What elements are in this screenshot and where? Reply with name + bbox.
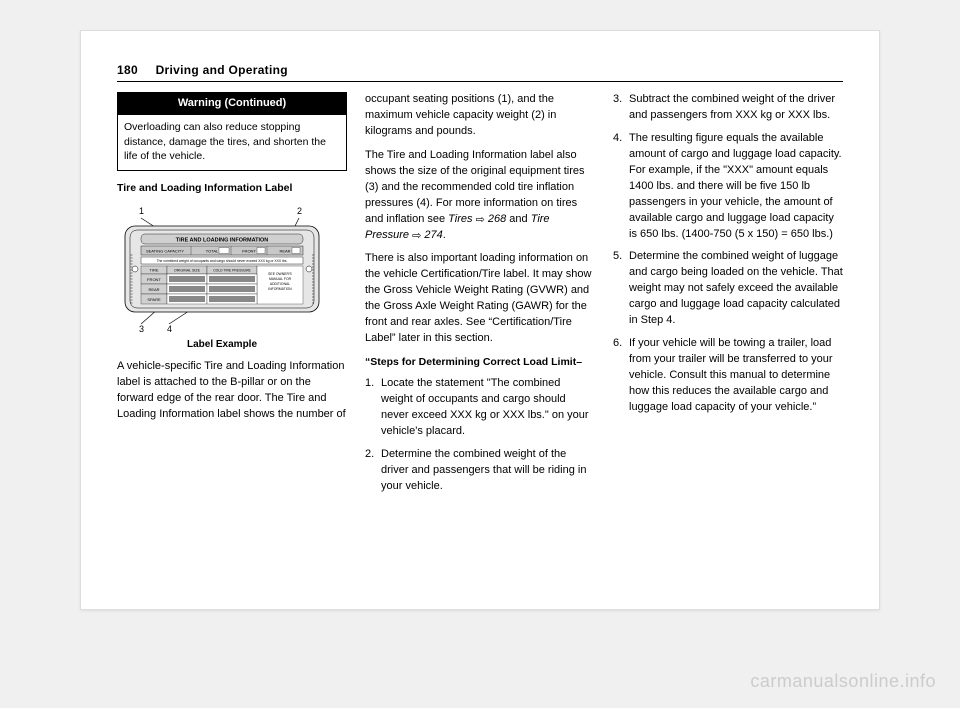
callout-2: 2 bbox=[297, 206, 302, 216]
ref-icon: ⇨ bbox=[476, 213, 485, 229]
fig-title: TIRE AND LOADING INFORMATION bbox=[176, 238, 269, 244]
content-columns: Warning (Continued) Overloading can also… bbox=[117, 92, 843, 502]
step-2: Determine the combined weight of the dri… bbox=[365, 447, 595, 495]
svg-text:REAR: REAR bbox=[148, 287, 159, 292]
tire-label-figure: 1 2 3 4 XXXXXXXXXXXXXXXXX XX bbox=[117, 204, 327, 353]
col2-para3: There is also important loading informat… bbox=[365, 251, 595, 347]
svg-text:COLD TIRE PRESSURE: COLD TIRE PRESSURE bbox=[213, 269, 251, 273]
page-header: 180 Driving and Operating bbox=[117, 61, 843, 82]
tires-ref: Tires bbox=[448, 213, 472, 225]
steps-heading: “Steps for Determining Correct Load Limi… bbox=[365, 355, 595, 370]
manual-page: 180 Driving and Operating Warning (Conti… bbox=[80, 30, 880, 610]
step-5: Determine the combined weight of luggage… bbox=[613, 249, 843, 329]
figure-caption: Label Example bbox=[117, 338, 327, 353]
svg-text:XXXXXXXXXXXXXXXXX: XXXXXXXXXXXXXXXXX bbox=[130, 253, 134, 304]
steps-list-b: Subtract the combined weight of the driv… bbox=[613, 92, 843, 416]
svg-text:FRONT: FRONT bbox=[242, 249, 256, 254]
warning-title: Warning (Continued) bbox=[118, 93, 346, 115]
col2-para2: The Tire and Loading Information label a… bbox=[365, 148, 595, 244]
step-3: Subtract the combined weight of the driv… bbox=[613, 92, 843, 124]
tire-label-svg: 1 2 3 4 XXXXXXXXXXXXXXXXX XX bbox=[117, 204, 327, 334]
ref-icon: ⇨ bbox=[412, 229, 421, 245]
column-2: occupant seating positions (1), and the … bbox=[365, 92, 595, 502]
steps-list-a: Locate the statement "The combined weigh… bbox=[365, 376, 595, 495]
svg-text:The combined weight of occupan: The combined weight of occupants and car… bbox=[157, 259, 288, 263]
column-1: Warning (Continued) Overloading can also… bbox=[117, 92, 347, 502]
callout-3: 3 bbox=[139, 324, 144, 334]
svg-text:TOTAL: TOTAL bbox=[206, 249, 219, 254]
svg-text:ORIGINAL SIZE: ORIGINAL SIZE bbox=[174, 269, 201, 273]
callout-1: 1 bbox=[139, 206, 144, 216]
svg-text:INFORMATION: INFORMATION bbox=[268, 287, 292, 291]
col2-para1: occupant seating positions (1), and the … bbox=[365, 92, 595, 140]
svg-text:ADDITIONAL: ADDITIONAL bbox=[270, 282, 290, 286]
col1-para1: A vehicle-specific Tire and Loading Info… bbox=[117, 359, 347, 423]
page-number: 180 bbox=[117, 63, 138, 77]
svg-text:MANUAL FOR: MANUAL FOR bbox=[269, 277, 292, 281]
svg-text:SEATING CAPACITY: SEATING CAPACITY bbox=[146, 249, 184, 254]
watermark: carmanualsonline.info bbox=[750, 671, 936, 692]
warning-box: Warning (Continued) Overloading can also… bbox=[117, 92, 347, 171]
svg-text:SEE OWNER'S: SEE OWNER'S bbox=[268, 272, 292, 276]
svg-text:TIRE: TIRE bbox=[149, 268, 158, 273]
svg-text:SPARE: SPARE bbox=[147, 297, 161, 302]
svg-text:FRONT: FRONT bbox=[147, 277, 161, 282]
svg-text:XXXXXXXXXXXXXXXXX: XXXXXXXXXXXXXXXXX bbox=[311, 253, 315, 304]
tire-label-heading: Tire and Loading Information Label bbox=[117, 181, 347, 196]
column-3: Subtract the combined weight of the driv… bbox=[613, 92, 843, 502]
warning-body: Overloading can also reduce stopping dis… bbox=[118, 115, 346, 170]
svg-text:REAR: REAR bbox=[279, 249, 290, 254]
step-6: If your vehicle will be towing a trailer… bbox=[613, 336, 843, 416]
chapter-title: Driving and Operating bbox=[156, 63, 288, 77]
callout-4: 4 bbox=[167, 324, 172, 334]
step-4: The resulting figure equals the availabl… bbox=[613, 131, 843, 243]
step-1: Locate the statement "The combined weigh… bbox=[365, 376, 595, 440]
